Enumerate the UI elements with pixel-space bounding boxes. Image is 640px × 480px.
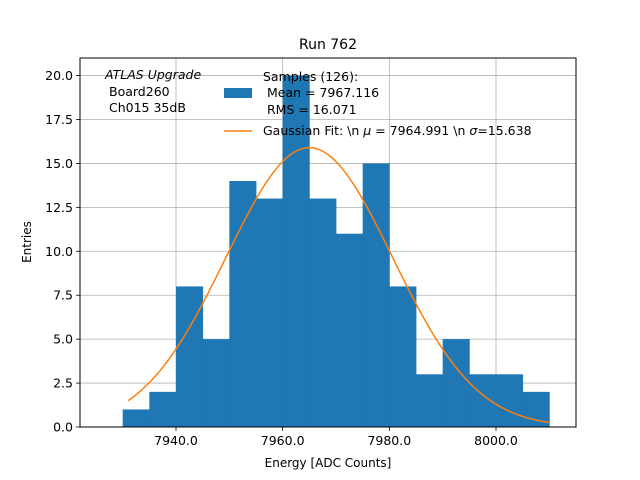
- histogram-bar: [282, 75, 310, 428]
- histogram-bar: [202, 339, 230, 427]
- x-axis-label: Energy [ADC Counts]: [265, 456, 392, 470]
- histogram-bar: [336, 233, 364, 427]
- histogram-bar: [149, 391, 177, 427]
- y-tick-label: 20.0: [45, 68, 73, 83]
- atlas-label: ATLAS Upgrade: [104, 67, 201, 82]
- y-tick-label: 15.0: [45, 156, 73, 171]
- mu-symbol: μ: [362, 123, 371, 138]
- y-tick-label: 5.0: [53, 332, 73, 347]
- legend-histogram-line-2: Mean = 7967.116: [267, 85, 379, 100]
- y-tick-label: 2.5: [53, 376, 73, 391]
- legend-fit-prefix: Gaussian Fit: \n: [263, 123, 363, 138]
- legend: Samples (126): Mean = 7967.116 RMS = 16.…: [224, 69, 532, 138]
- y-tick-label: 17.5: [45, 112, 73, 127]
- y-tick-label: 12.5: [45, 200, 73, 215]
- histogram-bar: [122, 409, 150, 427]
- legend-fit-label: Gaussian Fit: \n μ = 7964.991 \n σ=15.63…: [263, 123, 532, 138]
- axis-ticks: 7940.0 7960.0 7980.0 8000.0 0.0 2.5 5.0 7.5 10.0…: [45, 68, 518, 448]
- histogram-bar: [176, 286, 204, 427]
- x-tick-label: 7980.0: [367, 433, 411, 448]
- histogram-bar: [229, 181, 257, 427]
- x-tick-label: 7960.0: [261, 433, 305, 448]
- y-tick-label: 7.5: [53, 288, 73, 303]
- y-tick-label: 0.0: [53, 420, 73, 435]
- annotation-line-channel: Ch015 35dB: [109, 100, 186, 115]
- y-axis-label: Entries: [20, 221, 34, 263]
- histogram-bar: [362, 163, 390, 427]
- histogram-bar: [256, 198, 284, 427]
- y-tick-label: 10.0: [45, 244, 73, 259]
- legend-fit-sigma: =15.638: [477, 123, 531, 138]
- gaussian-fit-curve: [127, 146, 550, 424]
- histogram-bar: [389, 286, 417, 427]
- annotation-line-atlas: ATLAS Upgrade: [104, 67, 201, 82]
- histogram-bar: [416, 374, 444, 427]
- legend-fit-mu: = 7964.991 \n: [371, 123, 469, 138]
- plot-frame: [79, 57, 577, 428]
- histogram-bar: [469, 374, 497, 427]
- x-tick-label: 7940.0: [154, 433, 198, 448]
- annotation-box: ATLAS Upgrade Board260 Ch015 35dB: [104, 67, 201, 115]
- x-tick-label: 8000.0: [474, 433, 518, 448]
- annotation-line-board: Board260: [109, 84, 170, 99]
- histogram-bar: [496, 374, 524, 427]
- legend-histogram-swatch: [224, 88, 252, 98]
- sigma-symbol: σ: [469, 123, 478, 138]
- chart-title: Run 762: [299, 37, 357, 53]
- histogram-bar: [309, 198, 337, 427]
- legend-histogram-line-1: Samples (126):: [263, 69, 358, 84]
- legend-histogram-line-3: RMS = 16.071: [267, 102, 357, 117]
- histogram-bar: [442, 339, 470, 427]
